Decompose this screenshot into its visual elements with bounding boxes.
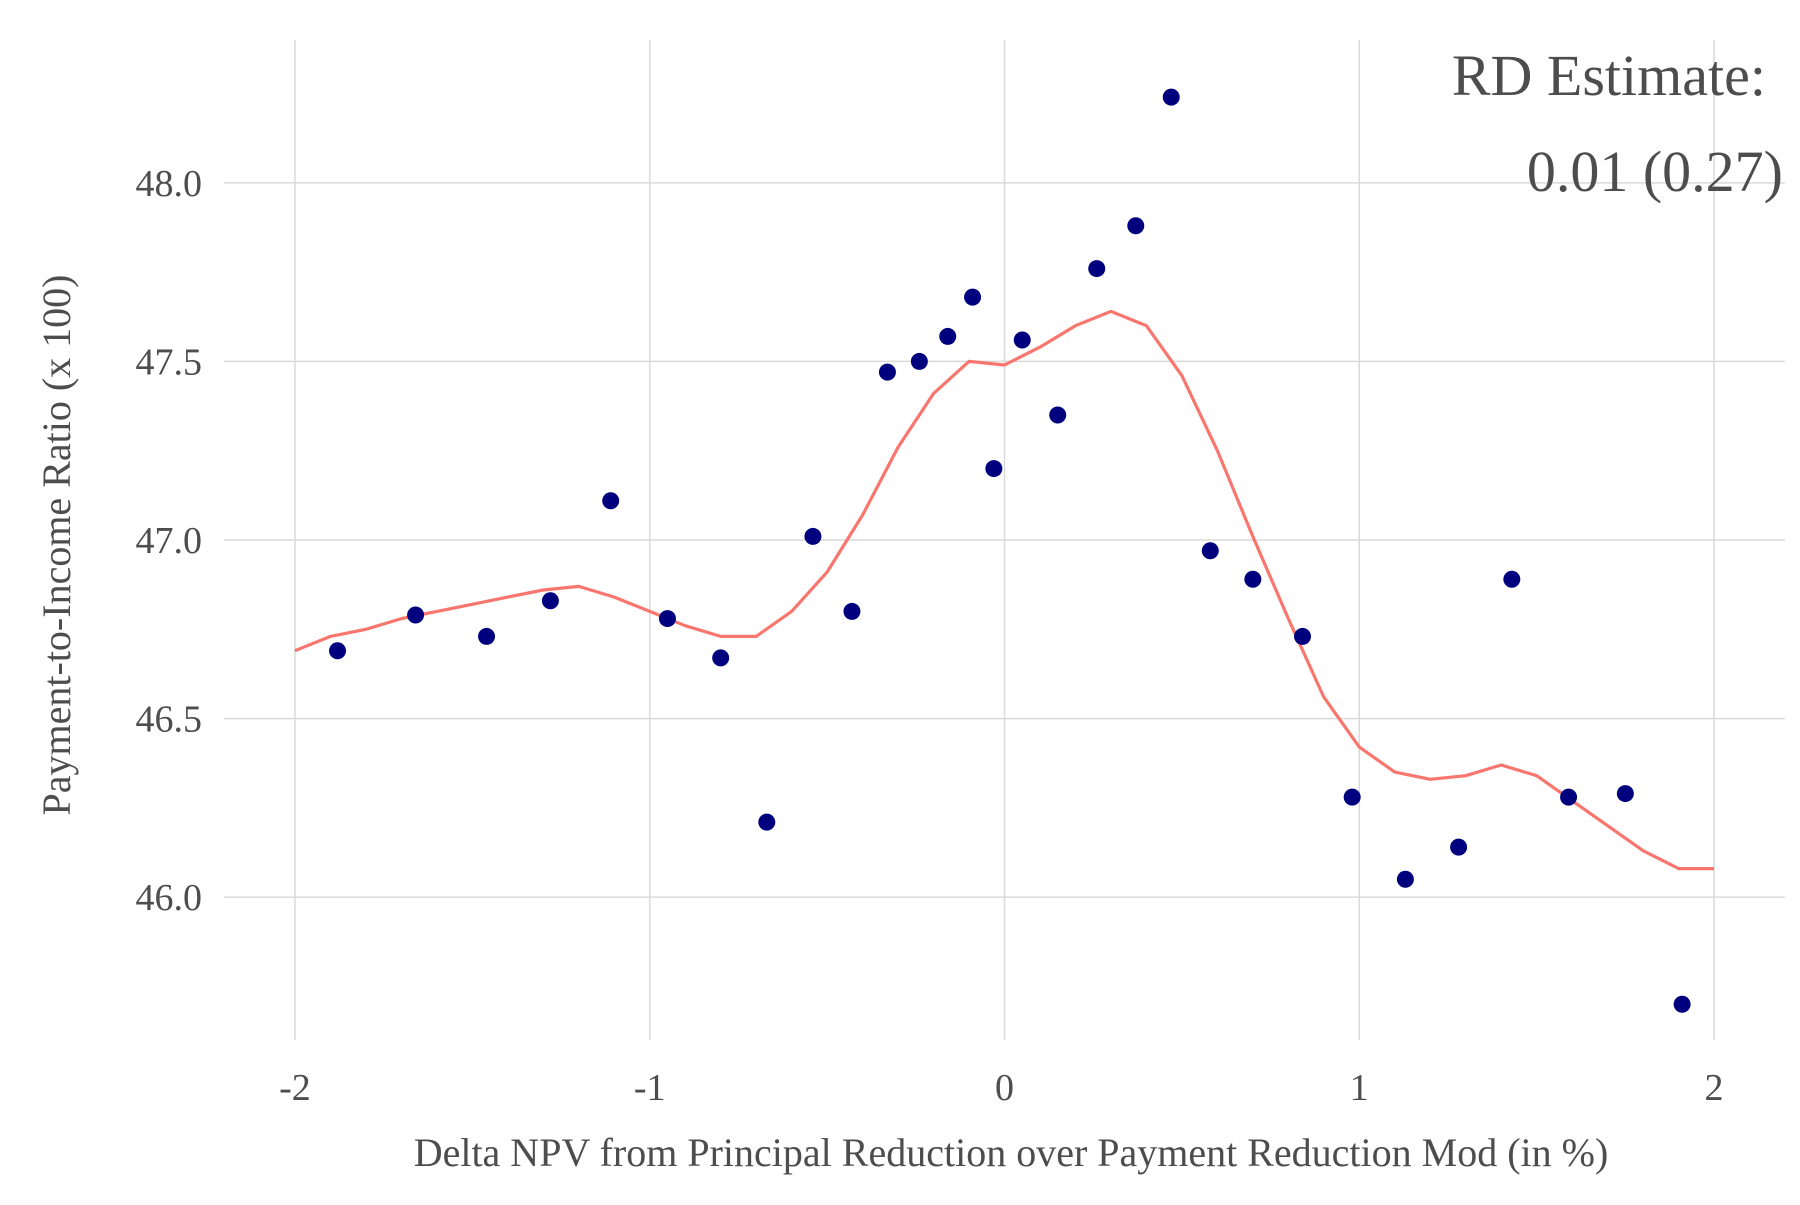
fit-line-layer [294,309,1714,871]
data-point [1343,788,1361,806]
data-point [1162,88,1180,106]
data-point [878,363,896,381]
data-point [1201,542,1219,560]
data-point [1396,870,1414,888]
data-point [407,606,425,624]
data-point [1450,838,1468,856]
tick-labels: -2 -1 0 1 2 46.0 46.5 47.0 47.5 48.0 [136,163,1724,1109]
data-point [712,649,730,667]
x-tick-label: -1 [634,1067,666,1109]
gridlines [224,40,1785,1040]
y-axis-title: Payment-to-Income Ratio (x 100) [34,275,79,816]
x-tick-label: 2 [1705,1067,1724,1109]
data-point [1088,260,1106,278]
data-point [804,527,822,545]
x-tick-label: -2 [279,1067,311,1109]
x-axis-title: Delta NPV from Principal Reduction over … [414,1130,1609,1175]
data-point [1013,331,1031,349]
x-tick-label: 1 [1350,1067,1369,1109]
data-point [329,642,347,660]
data-point [1049,406,1067,424]
data-point [1503,570,1521,588]
data-point [985,460,1003,478]
data-point [910,352,928,370]
y-tick-label: 46.0 [136,877,203,919]
x-tick-label: 0 [995,1067,1014,1109]
y-tick-label: 46.5 [136,699,203,741]
data-point [1127,217,1145,235]
rd-estimate-label: RD Estimate: [1452,43,1766,108]
data-point [602,492,620,510]
data-point [1294,627,1312,645]
y-tick-label: 48.0 [136,163,203,205]
data-point [843,602,861,620]
points-layer [329,88,1691,1013]
y-tick-label: 47.0 [136,520,203,562]
data-point [758,813,776,831]
y-tick-label: 47.5 [136,341,203,383]
data-point [1616,785,1634,803]
data-point [541,592,559,610]
data-point [1673,995,1691,1013]
data-point [1244,570,1262,588]
data-point [964,288,982,306]
data-point [1560,788,1578,806]
data-point [658,610,676,628]
data-point [478,627,496,645]
fit-line [294,309,1714,871]
rd-estimate-value: 0.01 (0.27) [1527,139,1783,204]
data-point [939,327,957,345]
